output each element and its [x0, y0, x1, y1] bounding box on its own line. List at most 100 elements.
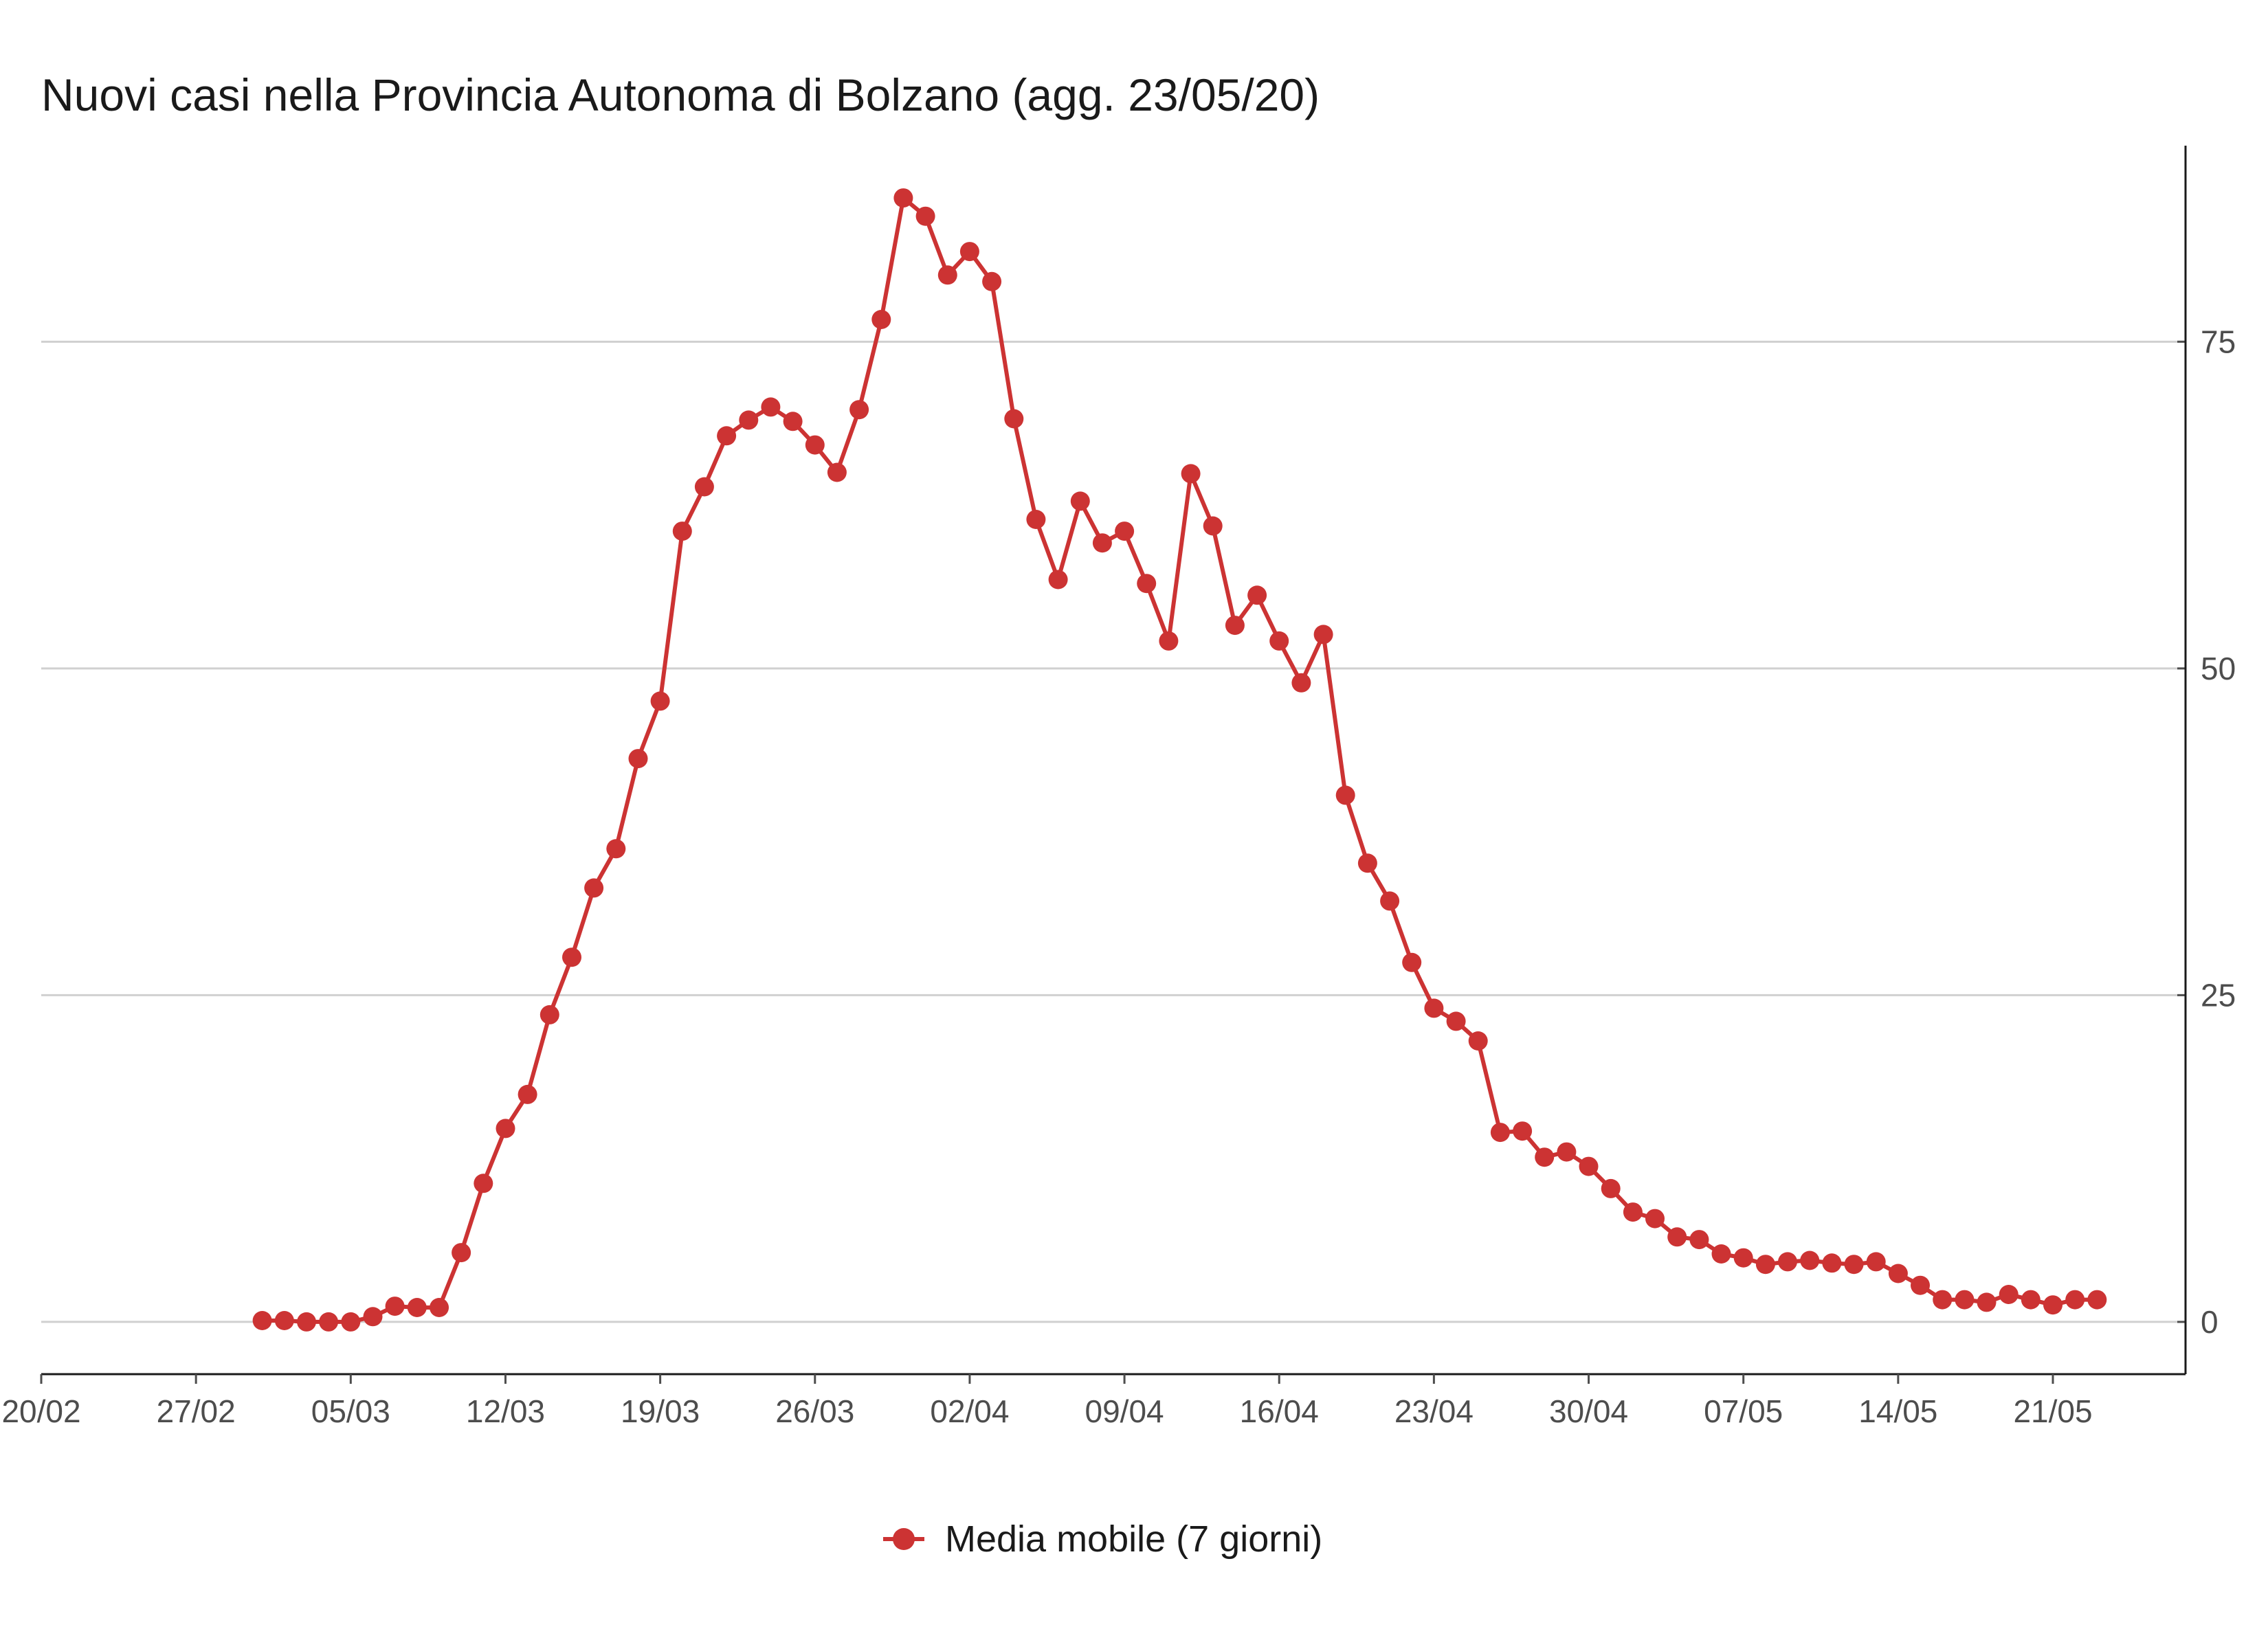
data-point — [1313, 625, 1333, 644]
data-point — [363, 1307, 383, 1327]
data-point — [1755, 1255, 1775, 1275]
x-tick-label: 16/04 — [1240, 1393, 1319, 1429]
y-tick-label: 0 — [2201, 1304, 2219, 1340]
y-tick-label: 50 — [2201, 651, 2236, 686]
data-point — [1689, 1230, 1709, 1250]
data-point — [274, 1311, 294, 1330]
data-point — [1115, 521, 1135, 541]
x-tick-label: 26/03 — [775, 1393, 854, 1429]
series-layer — [252, 188, 2107, 1332]
data-point — [871, 310, 891, 329]
data-point — [805, 435, 825, 455]
data-point — [518, 1084, 537, 1104]
data-point — [849, 400, 869, 420]
data-point — [1291, 673, 1311, 693]
x-tick-label: 05/03 — [311, 1393, 390, 1429]
data-point — [1092, 533, 1112, 553]
data-point — [584, 878, 604, 898]
data-point — [1048, 570, 1068, 590]
x-tick-label: 21/05 — [2013, 1393, 2092, 1429]
data-point — [1623, 1202, 1643, 1222]
data-point — [2065, 1290, 2085, 1310]
data-point — [1335, 785, 1355, 805]
x-tick-label: 02/04 — [930, 1393, 1009, 1429]
data-point — [1269, 631, 1289, 651]
data-point — [1866, 1252, 1886, 1272]
y-tick-label: 75 — [2201, 324, 2236, 359]
data-point — [1601, 1178, 1621, 1198]
data-point — [2021, 1290, 2041, 1310]
chart-title: Nuovi casi nella Provincia Autonoma di B… — [41, 69, 1320, 120]
data-point — [385, 1297, 405, 1316]
data-point — [1513, 1121, 1533, 1141]
series-line — [262, 196, 2098, 1324]
data-point — [1822, 1253, 1842, 1273]
data-point — [430, 1298, 449, 1317]
legend-point-swatch — [893, 1528, 915, 1550]
data-point — [1026, 510, 1046, 529]
data-point — [893, 188, 913, 208]
data-point — [1137, 574, 1157, 594]
data-point — [1933, 1290, 1953, 1310]
data-point — [297, 1312, 316, 1332]
data-point — [959, 242, 979, 262]
data-point — [1667, 1227, 1687, 1247]
data-point — [1357, 853, 1377, 873]
data-point — [341, 1312, 361, 1332]
data-point — [540, 1005, 559, 1024]
data-point — [1181, 464, 1201, 484]
data-point — [1203, 516, 1223, 536]
data-point — [827, 462, 847, 482]
data-point — [1911, 1275, 1930, 1295]
data-point — [606, 839, 626, 859]
data-point — [319, 1312, 339, 1332]
data-point — [672, 521, 692, 541]
data-point — [1225, 616, 1245, 636]
data-point — [1711, 1244, 1731, 1264]
data-point — [1955, 1290, 1975, 1310]
data-point — [2087, 1290, 2107, 1310]
data-point — [650, 691, 670, 711]
data-point — [1070, 491, 1090, 511]
data-point — [1159, 631, 1179, 651]
data-point — [1424, 998, 1444, 1018]
data-point — [628, 749, 648, 769]
data-point — [915, 206, 935, 226]
data-point — [1535, 1147, 1555, 1167]
data-point — [1733, 1248, 1753, 1268]
x-tick-label: 23/04 — [1394, 1393, 1474, 1429]
data-point — [474, 1174, 493, 1193]
data-point — [717, 426, 737, 446]
data-point — [1778, 1252, 1797, 1272]
data-point — [496, 1119, 515, 1138]
x-tick-label: 14/05 — [1858, 1393, 1937, 1429]
legend: Media mobile (7 giorni) — [883, 1518, 1322, 1560]
data-point — [1004, 409, 1024, 429]
grid-lines — [41, 340, 2186, 1323]
data-point — [1402, 952, 1422, 972]
data-point — [761, 397, 781, 417]
data-point — [1490, 1123, 1510, 1143]
data-point — [252, 1311, 272, 1330]
x-tick-label: 20/02 — [1, 1393, 80, 1429]
y-tick-label: 25 — [2201, 977, 2236, 1013]
data-point — [937, 265, 957, 285]
data-point — [1446, 1011, 1466, 1031]
legend-label: Media mobile (7 giorni) — [945, 1518, 1322, 1560]
data-point — [1977, 1292, 1997, 1312]
x-tick-label: 30/04 — [1549, 1393, 1628, 1429]
data-point — [2043, 1295, 2063, 1315]
x-tick-label: 19/03 — [621, 1393, 700, 1429]
x-tick-label: 12/03 — [466, 1393, 545, 1429]
data-point — [982, 271, 1002, 291]
data-point — [739, 410, 759, 430]
data-point — [407, 1298, 427, 1317]
x-tick-label: 09/04 — [1085, 1393, 1164, 1429]
data-point — [1468, 1031, 1488, 1051]
axes: 0 25 50 75 20/02 27/02 05/03 12/03 19/03 26/03 02/… — [1, 146, 2236, 1429]
data-point — [1579, 1156, 1599, 1176]
data-point — [1645, 1209, 1665, 1229]
data-point — [783, 412, 803, 431]
data-point — [452, 1243, 471, 1263]
